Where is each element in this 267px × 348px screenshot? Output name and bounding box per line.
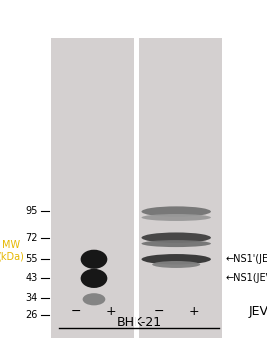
Text: BHK-21: BHK-21 — [116, 316, 162, 329]
Ellipse shape — [83, 293, 105, 306]
Text: 43: 43 — [25, 274, 37, 283]
Text: 55: 55 — [25, 254, 37, 264]
Ellipse shape — [81, 250, 107, 269]
FancyBboxPatch shape — [139, 38, 222, 338]
Text: MW
(kDa): MW (kDa) — [0, 240, 24, 261]
Ellipse shape — [142, 232, 211, 243]
Text: 95: 95 — [25, 206, 37, 215]
Ellipse shape — [142, 240, 211, 247]
Text: +: + — [105, 305, 116, 318]
Text: JEV: JEV — [248, 305, 267, 318]
Ellipse shape — [81, 269, 107, 288]
Ellipse shape — [142, 254, 211, 264]
Ellipse shape — [152, 261, 200, 268]
Text: ←NS1'(JEV): ←NS1'(JEV) — [226, 254, 267, 264]
FancyBboxPatch shape — [51, 38, 134, 338]
Text: 34: 34 — [25, 293, 37, 302]
Ellipse shape — [142, 206, 211, 217]
Text: ←NS1(JEV): ←NS1(JEV) — [226, 274, 267, 283]
Text: +: + — [188, 305, 199, 318]
Text: −: − — [154, 305, 164, 318]
Ellipse shape — [142, 214, 211, 221]
Text: −: − — [71, 305, 81, 318]
Text: 72: 72 — [25, 234, 37, 243]
Text: 26: 26 — [25, 310, 37, 320]
